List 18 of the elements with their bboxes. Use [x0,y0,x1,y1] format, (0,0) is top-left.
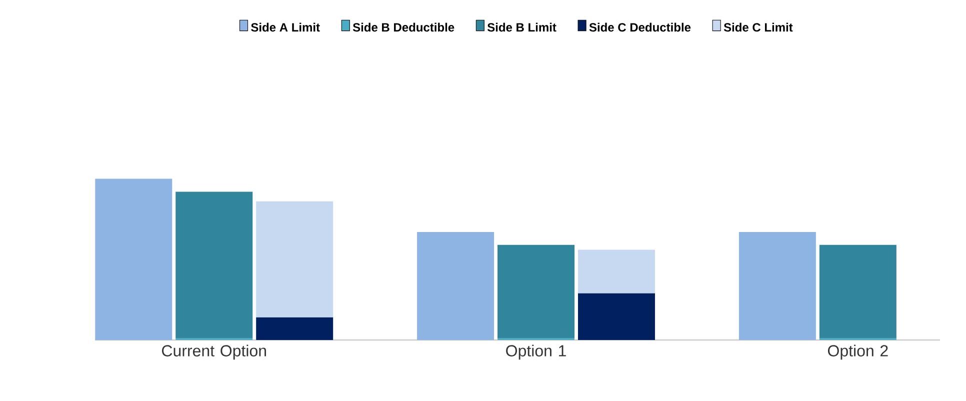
bar [95,178,172,340]
legend-label: Side B Limit [487,22,556,32]
bar [578,293,655,340]
bar [176,192,253,338]
bar [417,232,494,340]
bar [256,201,334,318]
x-tick-label: Option 1 [506,344,566,360]
legend-label: Side A Limit [251,22,320,32]
legend-label: Side C Deductible [589,22,691,32]
bar [738,232,816,340]
bar [819,244,896,338]
x-tick-label: Option 2 [828,344,888,360]
bar [498,244,575,338]
x-tick-label: Current Option [162,344,266,360]
bar [256,317,334,340]
legend-label: Side C Limit [724,22,793,32]
legend-label: Side B Deductible [352,22,454,32]
bar [578,250,655,294]
